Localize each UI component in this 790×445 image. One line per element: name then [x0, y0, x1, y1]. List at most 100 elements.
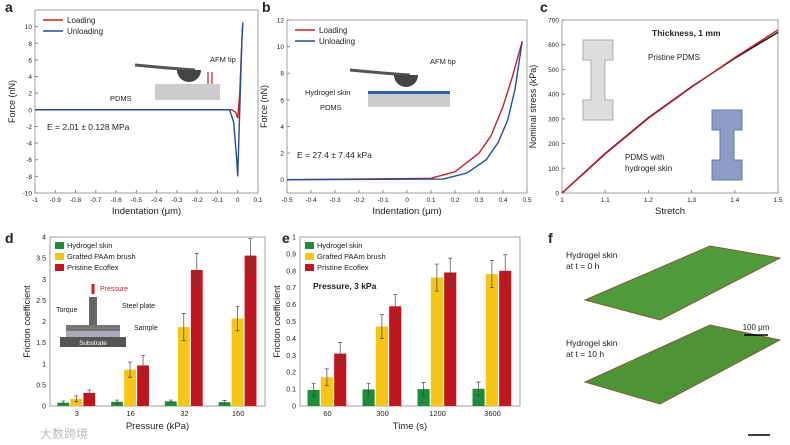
error-bar-e — [448, 257, 453, 288]
bar-d-hydrogel-skin — [111, 401, 123, 406]
x-tick-label-c: 1 — [560, 197, 564, 204]
surface-image-10h — [583, 324, 782, 405]
x-tick-label-b: 0.4 — [498, 197, 507, 204]
series-line-a-loading — [35, 22, 244, 119]
series-line-b-unloading — [286, 41, 523, 181]
legend-label-b: Unloading — [319, 37, 355, 46]
y-tick-label-e: 0.5 — [286, 319, 296, 326]
x-tick-label-a: 0.1 — [253, 197, 262, 204]
x-tick-label-c: 1.3 — [687, 197, 696, 204]
x-tick-label-b: -0.1 — [377, 197, 389, 204]
error-bar-d — [235, 305, 240, 332]
error-bar-e — [379, 314, 384, 339]
legend-label-e: Hydrogel skin — [317, 241, 362, 250]
label-pristine-pdms: Pristine PDMS — [648, 53, 700, 62]
plot-frame-e — [299, 236, 521, 407]
y-tick-label-e: 0.6 — [286, 302, 296, 309]
legend-label-a: Unloading — [67, 27, 103, 36]
x-tick-label-d: 3 — [75, 409, 79, 418]
x-axis-label-e: Time (s) — [393, 421, 427, 432]
pristine-pdms-specimen-icon — [582, 39, 614, 121]
x-tick-label-a: -1 — [32, 197, 38, 204]
y-tick-label-a: 6 — [28, 57, 32, 64]
x-tick-label-d: 16 — [126, 409, 134, 418]
error-bar-d — [141, 354, 146, 376]
legend-label-b: Loading — [319, 26, 347, 35]
panel-letter-f: f — [548, 230, 553, 246]
panel-letter-a: a — [5, 0, 13, 15]
panel-f-label-2: Hydrogel skin — [566, 338, 618, 348]
inset-label-afm-tip-b: AFM tip — [430, 57, 456, 66]
bar-e-hydrogel-skin — [417, 389, 430, 406]
error-bar-d — [61, 400, 66, 405]
y-tick-label-d: 4 — [42, 235, 46, 242]
inset-label-pressure: Pressure — [100, 286, 128, 293]
y-tick-label-c: 100 — [548, 166, 559, 173]
y-tick-label-a: 0 — [28, 107, 32, 114]
bar-d-pristine-ecoflex — [190, 269, 203, 406]
y-tick-label-d: 0 — [42, 404, 46, 411]
legend-label-a: Loading — [67, 16, 95, 25]
bar-e-pristine-ecoflex — [444, 272, 457, 406]
panel-letter-c: c — [540, 0, 548, 15]
y-tick-label-e: 0.8 — [286, 268, 296, 275]
y-tick-label-d: 2 — [42, 319, 46, 326]
bar-d-pristine-ecoflex — [83, 392, 96, 406]
y-axis-label-c: Nominal stress (kPa) — [528, 65, 538, 149]
x-axis-label-d: Pressure (kPa) — [126, 421, 189, 432]
y-tick-label-c: 300 — [548, 116, 559, 123]
x-tick-label-c: 1.4 — [730, 197, 739, 204]
x-tick-label-b: 0 — [405, 197, 409, 204]
x-tick-label-b: -0.5 — [281, 197, 293, 204]
panel-f-label-1: Hydrogel skin — [566, 250, 618, 260]
bar-e-pristine-ecoflex — [499, 270, 512, 406]
x-tick-label-a: -0.6 — [110, 197, 122, 204]
bar-e-hydrogel-skin — [472, 388, 485, 406]
error-bar-d — [115, 399, 120, 404]
modulus-annotation-a: E = 2.01 ± 0.128 MPa — [47, 122, 130, 132]
legend-label-d: Pristine Ecoflex — [67, 263, 119, 272]
bar-e-pristine-ecoflex — [334, 353, 347, 406]
x-tick-label-e: 60 — [323, 409, 331, 418]
steel-plate — [66, 325, 120, 331]
inset-label-pdms: PDMS — [110, 94, 132, 103]
inset-label-afm-tip: AFM tip — [210, 55, 236, 64]
thickness-annotation: Thickness, 1 mm — [652, 28, 721, 38]
y-tick-label-d: 1.5 — [36, 340, 46, 347]
y-tick-label-a: 4 — [28, 74, 32, 81]
x-tick-label-b: -0.2 — [353, 197, 365, 204]
y-tick-label-e: 0.1 — [286, 387, 296, 394]
panel-f-label-1b: at t = 0 h — [566, 261, 600, 271]
pressure-annotation: Pressure, 3 kPa — [313, 281, 377, 291]
legend-label-e: Grafted PAAm brush — [317, 252, 386, 261]
x-tick-label-e: 3600 — [484, 409, 501, 418]
x-tick-label-a: -0.8 — [70, 197, 82, 204]
x-tick-label-a: -0.4 — [151, 197, 163, 204]
pdms-block — [155, 84, 220, 100]
x-tick-label-e: 300 — [376, 409, 389, 418]
afm-tip-b — [394, 75, 418, 87]
error-bar-e — [324, 368, 329, 387]
error-bar-d — [168, 399, 173, 403]
afm-tip — [177, 70, 201, 82]
bar-d-grafted-paam-brush — [231, 318, 244, 406]
x-tick-label-b: 0.3 — [474, 197, 483, 204]
plot-frame-c — [561, 19, 779, 194]
error-bar-d — [248, 238, 253, 273]
bar-e-grafted-paam-brush — [485, 274, 498, 406]
y-tick-label-b: 0 — [280, 177, 284, 184]
substrate-block — [60, 337, 126, 347]
x-tick-label-a: -0.3 — [171, 197, 183, 204]
bar-d-pristine-ecoflex — [244, 255, 257, 406]
x-tick-label-b: -0.3 — [329, 197, 341, 204]
y-tick-label-c: 700 — [548, 18, 559, 25]
legend-swatch-d — [55, 242, 64, 249]
y-tick-label-d: 2.5 — [36, 298, 46, 305]
watermark: 大数跨境 — [40, 426, 88, 441]
legend-swatch-e — [305, 253, 314, 260]
bar-d-hydrogel-skin — [164, 401, 177, 406]
y-tick-label-b: 4 — [280, 124, 284, 131]
y-tick-label-b: 2 — [280, 151, 284, 158]
legend-label-d: Hydrogel skin — [67, 241, 112, 250]
legend-swatch-d — [55, 253, 64, 260]
